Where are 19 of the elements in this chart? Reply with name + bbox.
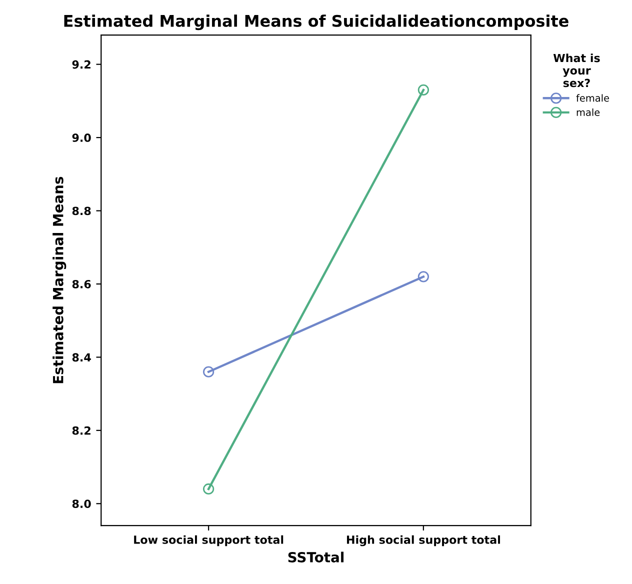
y-tick-label: 9.2 [72,60,90,69]
chart-title: Estimated Marginal Means of Suicidalideationcomposite [64,14,568,30]
point [203,483,214,495]
y-tick-label: 9.0 [72,134,91,142]
y-tick-label: 8.8 [72,206,91,216]
legend-label: female [576,94,610,102]
point [203,366,214,378]
legend-title: What is your sex? [553,54,600,88]
legend-label: male [576,108,600,116]
point [418,84,429,96]
y-axis-title: Estimated Marginal Means [52,176,66,384]
x-axis-title: SSTotal [288,552,344,562]
y-tick-label: 8.6 [72,280,91,288]
x-tick-label: High social support total [346,535,500,546]
y-tick-label: 8.4 [72,353,91,362]
y-tick-label: 8.0 [72,500,91,508]
x-tick-label: Low social support total [134,535,284,546]
y-tick-label: 8.2 [72,426,90,435]
point [418,271,429,282]
